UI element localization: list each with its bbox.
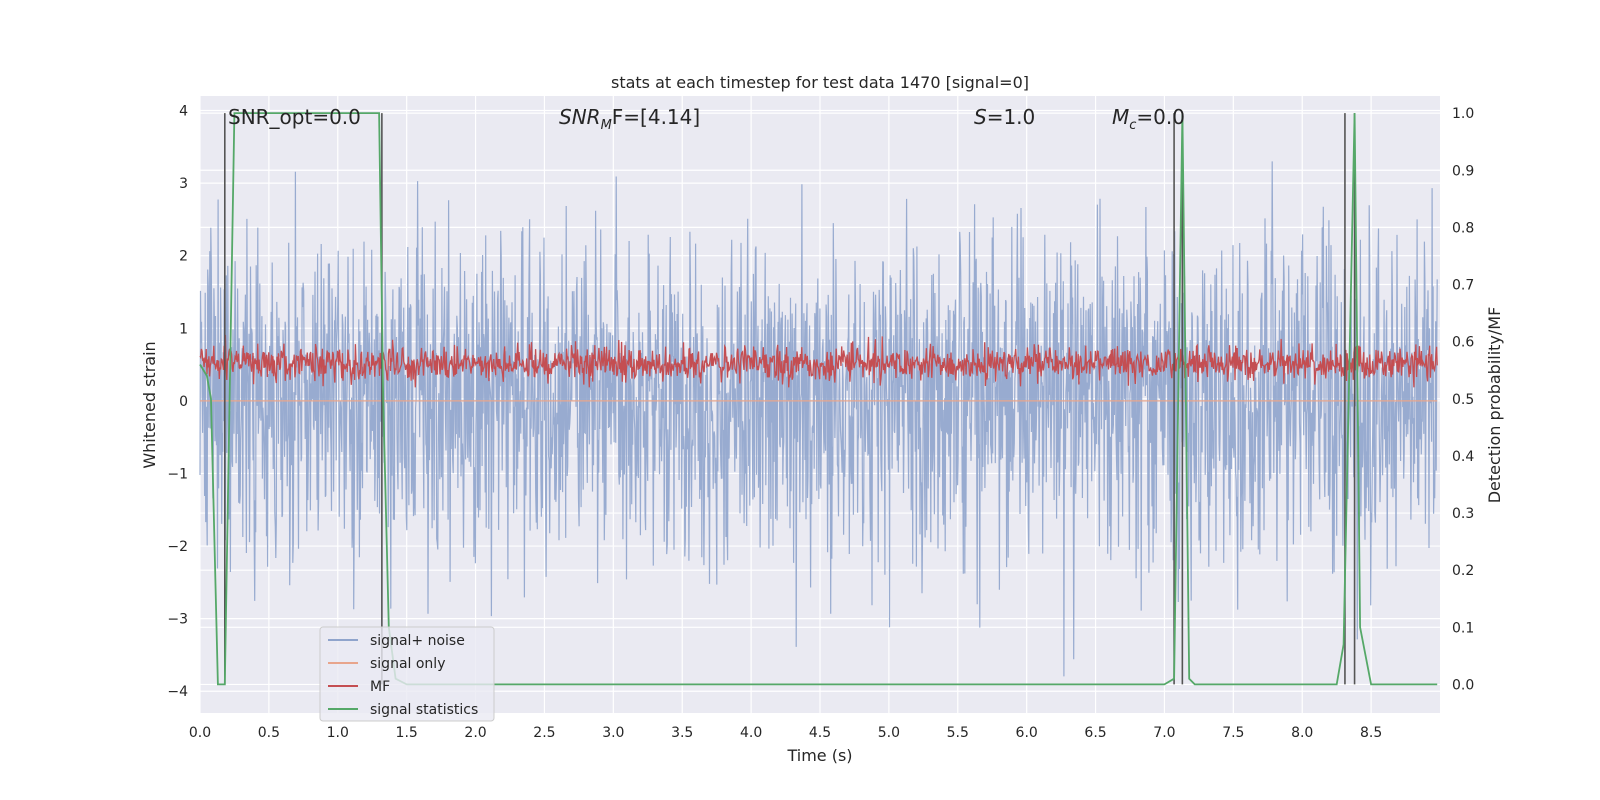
- y2-axis-label: Detection probability/MF: [1485, 307, 1504, 504]
- annotation-snr-mf-symbol: SNR: [559, 105, 601, 129]
- x-tick-label: 3.0: [602, 725, 624, 741]
- legend-label-mf: MF: [370, 679, 390, 695]
- x-tick-label: 4.5: [809, 725, 831, 741]
- annotation-mc-sub: c: [1129, 118, 1136, 133]
- series-layer: [199, 112, 1438, 686]
- annotation-mc: Mc=0.0: [1112, 105, 1185, 133]
- x-tick-label: 4.0: [740, 725, 762, 741]
- annotation-mc-rest: =0.0: [1136, 105, 1185, 129]
- y2-tick-label: 0.6: [1452, 335, 1474, 351]
- y-tick-label: 4: [179, 104, 188, 120]
- x-tick-label: 2.0: [464, 725, 486, 741]
- y2-tick-label: 0.5: [1452, 392, 1474, 408]
- annotation-snr-mf-sub: M: [601, 118, 612, 133]
- chart-title: stats at each timestep for test data 147…: [611, 73, 1029, 92]
- annotation-snr-opt: SNR_opt=0.0: [228, 105, 361, 129]
- y2-tick-label: 0.0: [1452, 677, 1474, 693]
- y-tick-label: 2: [179, 249, 188, 265]
- annotation-s-symbol: S: [974, 105, 987, 129]
- annotation-snr-mf-rest: F=[4.14]: [612, 105, 700, 129]
- y2-tick-label: 0.7: [1452, 278, 1474, 294]
- y2-tick-label: 1.0: [1452, 106, 1474, 122]
- y2-tick-label: 0.3: [1452, 506, 1474, 522]
- x-tick-label: 8.0: [1291, 725, 1313, 741]
- y-tick-label: −1: [167, 466, 188, 482]
- x-tick-label: 6.0: [1016, 725, 1038, 741]
- x-tick-label: 1.5: [396, 725, 418, 741]
- annotation-mc-symbol: M: [1112, 105, 1129, 129]
- y-tick-label: −2: [167, 539, 188, 555]
- x-tick-label: 0.5: [258, 725, 280, 741]
- y-tick-label: 0: [179, 394, 188, 410]
- ticks-layer: 0.0 0.5 1.0 1.5 2.0 2.5 3.0 3.5 4.0 4.5 5.0 5.5 6.0 6…: [167, 104, 1474, 741]
- x-tick-label: 1.0: [327, 725, 349, 741]
- x-tick-label: 7.0: [1153, 725, 1175, 741]
- annotation-s: S=1.0: [974, 105, 1035, 129]
- annotation-snr-mf: SNRMF=[4.14]: [559, 105, 700, 133]
- x-tick-label: 2.5: [533, 725, 555, 741]
- legend-label-signal-statistics: signal statistics: [370, 702, 478, 718]
- series-signal-statistics-line: [199, 112, 1438, 686]
- series-signal-noise-line: [199, 161, 1438, 677]
- x-tick-label: 5.5: [947, 725, 969, 741]
- x-tick-label: 3.5: [671, 725, 693, 741]
- y2-tick-label: 0.2: [1452, 563, 1474, 579]
- legend: signal+ noise signal only MF signal stat…: [319, 626, 495, 722]
- series-mf-line: [199, 334, 1438, 388]
- annotation-s-rest: =1.0: [987, 105, 1036, 129]
- y-tick-label: 1: [179, 321, 188, 337]
- y2-tick-label: 0.4: [1452, 449, 1474, 465]
- legend-label-signal-only: signal only: [370, 656, 445, 672]
- x-tick-label: 0.0: [189, 725, 211, 741]
- legend-label-signal-noise: signal+ noise: [370, 633, 465, 649]
- x-tick-label: 6.5: [1084, 725, 1106, 741]
- y-tick-label: −3: [167, 612, 188, 628]
- x-axis-label: Time (s): [786, 746, 852, 765]
- x-tick-label: 7.5: [1222, 725, 1244, 741]
- x-tick-label: 5.0: [878, 725, 900, 741]
- y-tick-label: −4: [167, 684, 188, 700]
- y-axis-label: Whitened strain: [140, 341, 159, 468]
- y2-tick-label: 0.1: [1452, 620, 1474, 636]
- x-tick-label: 8.5: [1360, 725, 1382, 741]
- y2-tick-label: 0.8: [1452, 220, 1474, 236]
- legend-box: [319, 626, 495, 722]
- y-tick-label: 3: [179, 176, 188, 192]
- y2-tick-label: 0.9: [1452, 163, 1474, 179]
